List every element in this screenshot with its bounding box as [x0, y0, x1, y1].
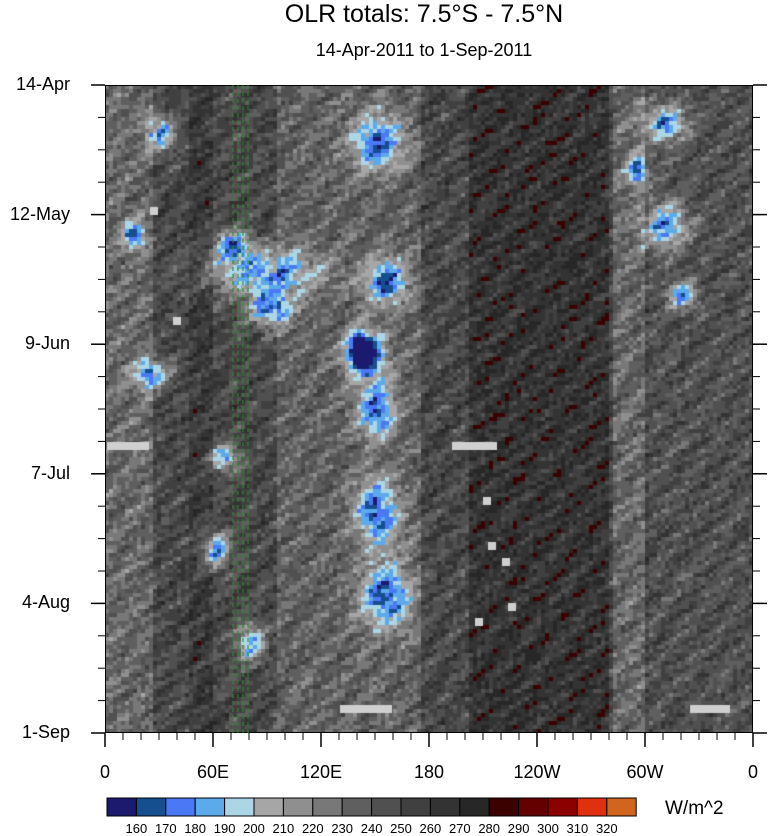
colorbar-label: 220 — [301, 821, 324, 836]
colorbar-label: 180 — [184, 821, 207, 836]
colorbar-box — [518, 797, 549, 817]
olr-field — [105, 85, 753, 733]
colorbar-label: 240 — [360, 821, 383, 836]
x-tick-label: 60E — [196, 762, 230, 782]
colorbar-box — [547, 797, 578, 817]
y-tick-label: 14-Apr — [15, 74, 70, 94]
colorbar-box — [253, 797, 284, 817]
chart-title: OLR totals: 7.5°S - 7.5°N — [284, 0, 564, 28]
colorbar-label: 310 — [566, 821, 589, 836]
x-tick-label: 0 — [99, 762, 110, 782]
y-tick-label: 1-Sep — [21, 722, 70, 742]
colorbar-label: 160 — [125, 821, 148, 836]
colorbar-label: 210 — [272, 821, 295, 836]
colorbar-label: 250 — [390, 821, 412, 836]
colorbar-box — [106, 797, 137, 817]
plot-frame — [105, 85, 753, 733]
colorbar-box — [371, 797, 402, 817]
colorbar-box — [606, 797, 637, 817]
x-tick-label: 60W — [626, 762, 664, 782]
colorbar-box — [341, 797, 373, 817]
colorbar-label: 200 — [243, 821, 265, 836]
colorbar-box — [429, 797, 461, 817]
colorbar-units: W/m^2 — [665, 798, 724, 819]
colorbar-box — [312, 797, 343, 817]
colorbar-box — [224, 797, 255, 817]
y-tick-label: 9-Jun — [24, 333, 70, 354]
colorbar-box — [488, 797, 520, 817]
colorbar-label: 280 — [478, 821, 501, 836]
colorbar-box — [282, 797, 314, 817]
colorbar-label: 170 — [154, 821, 177, 836]
x-tick-label: 0 — [747, 762, 758, 782]
colorbar-label: 230 — [331, 821, 354, 836]
chart-subtitle: 14-Apr-2011 to 1-Sep-2011 — [315, 40, 533, 60]
x-tick-label: 120E — [299, 762, 343, 782]
colorbar-label: 320 — [595, 821, 618, 836]
colorbar-label: 300 — [537, 821, 559, 836]
colorbar-box — [459, 797, 490, 817]
y-tick-label: 4-Aug — [21, 592, 70, 613]
colorbar-box — [135, 797, 167, 817]
colorbar-label: 270 — [448, 821, 471, 836]
y-tick-label: 7-Jul — [30, 462, 70, 483]
y-tick-label: 12-May — [9, 203, 70, 224]
colorbar-label: 290 — [507, 821, 530, 836]
x-tick-label: 120W — [513, 762, 561, 782]
colorbar-label: 190 — [213, 821, 236, 836]
colorbar-box — [165, 797, 196, 817]
colorbar-box — [194, 797, 226, 817]
colorbar-box — [400, 797, 431, 817]
colorbar-label: 260 — [419, 821, 442, 836]
colorbar-box — [576, 797, 608, 817]
x-tick-label: 180 — [413, 762, 445, 782]
